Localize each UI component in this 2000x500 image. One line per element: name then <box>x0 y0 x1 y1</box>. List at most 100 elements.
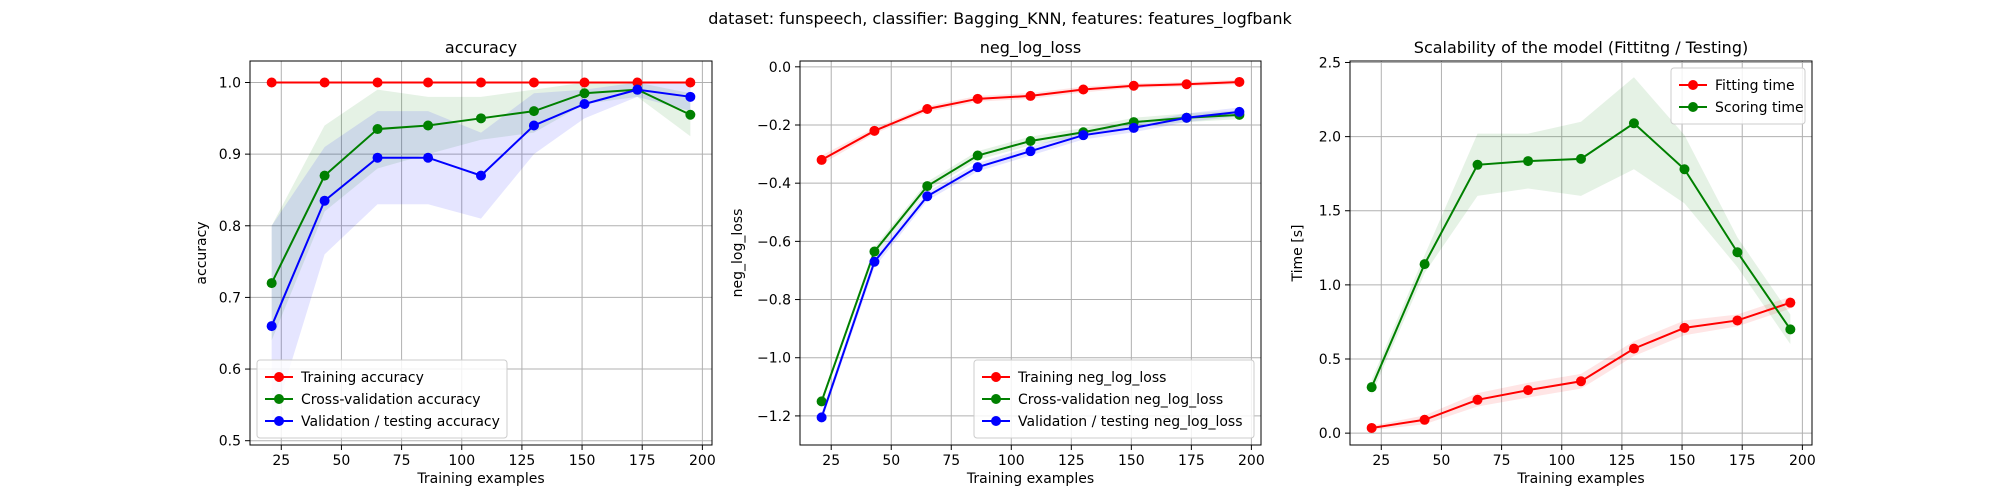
x-tick-label: 50 <box>333 453 351 469</box>
data-point <box>869 125 880 136</box>
data-point <box>972 162 983 173</box>
x-tick-label: 100 <box>1548 453 1575 469</box>
legend-label: Training accuracy <box>300 370 424 386</box>
legend-marker <box>274 416 284 426</box>
data-point <box>1025 90 1036 101</box>
x-tick-label: 75 <box>1493 453 1511 469</box>
data-point <box>372 77 383 88</box>
x-tick-label: 200 <box>1238 453 1265 469</box>
data-point <box>869 246 880 257</box>
axes-frame <box>799 60 1262 446</box>
data-point <box>1419 414 1430 425</box>
legend-box <box>1670 67 1806 125</box>
legend-marker <box>1688 80 1698 90</box>
y-tick-label: 1.0 <box>1319 278 1341 294</box>
chart-panel-3: 25 50 75 100 125 150 175 200 0.0 0.5 1.0 1.5 2.0 2.5 S… <box>1290 38 1816 487</box>
data-point <box>1785 297 1796 308</box>
y-tick-label: −0.6 <box>757 234 791 250</box>
x-tick-label: 50 <box>1433 453 1451 469</box>
data-point <box>1234 106 1245 117</box>
y-tick-label: 2.5 <box>1319 55 1341 71</box>
data-point <box>528 106 539 117</box>
data-point <box>1732 247 1743 258</box>
y-tick-label: 1.0 <box>219 75 241 91</box>
y-tick-label: 0.0 <box>769 60 791 76</box>
data-point <box>1785 324 1796 335</box>
data-point <box>423 77 434 88</box>
data-point <box>579 98 590 109</box>
data-point <box>372 152 383 163</box>
chart-panel-1: 25 50 75 100 125 150 175 200 0.5 0.6 0.7 0.8 0.9 1.0 a… <box>194 38 716 487</box>
x-tick-label: 200 <box>1789 453 1816 469</box>
figure-suptitle: dataset: funspeech, classifier: Bagging_… <box>708 9 1292 29</box>
y-axis-label: accuracy <box>194 221 210 284</box>
y-tick-label: 0.6 <box>219 362 241 378</box>
data-point <box>1628 118 1639 129</box>
data-point <box>869 256 880 267</box>
data-point <box>1576 153 1586 164</box>
data-point <box>1234 76 1245 87</box>
y-tick-label: −0.8 <box>757 293 791 309</box>
data-point <box>1078 84 1089 95</box>
data-point <box>1523 156 1534 167</box>
legend-label: Training neg_log_loss <box>1017 370 1166 386</box>
y-tick-label: 0.5 <box>1319 352 1341 368</box>
data-point <box>1181 112 1192 123</box>
axes-frame <box>249 60 713 446</box>
y-tick-label: −1.0 <box>757 351 791 367</box>
x-tick-label: 150 <box>569 453 596 469</box>
data-point <box>528 120 539 131</box>
y-axis-label: Time [s] <box>1290 225 1306 283</box>
legend-label: Scoring time <box>1715 100 1804 116</box>
data-point <box>423 120 434 131</box>
data-point <box>922 104 933 114</box>
data-point <box>266 321 277 332</box>
y-axis-label: neg_log_loss <box>730 209 746 298</box>
legend: Training neg_log_loss Cross-validation ne… <box>973 359 1255 439</box>
data-point <box>816 412 827 423</box>
legend-marker <box>274 394 284 404</box>
x-tick-label: 75 <box>393 453 411 469</box>
series-band-2 <box>1371 77 1791 395</box>
data-point <box>1366 382 1377 393</box>
y-tick-label: −0.4 <box>757 176 791 192</box>
x-tick-label: 100 <box>448 453 475 469</box>
x-tick-label: 125 <box>1058 453 1085 469</box>
data-point <box>1472 394 1483 405</box>
series-band-2 <box>271 82 691 341</box>
data-point <box>1181 79 1192 90</box>
x-tick-label: 100 <box>998 453 1025 469</box>
data-point <box>1472 159 1483 170</box>
data-point <box>1628 343 1639 354</box>
data-point <box>319 195 330 206</box>
data-point <box>685 109 696 120</box>
x-tick-label: 25 <box>822 453 840 469</box>
data-point <box>1679 164 1690 175</box>
data-point <box>1366 422 1377 433</box>
data-point <box>319 170 330 181</box>
data-point <box>632 77 643 88</box>
x-axis-label: Training examples <box>966 471 1094 487</box>
data-point <box>972 93 983 104</box>
x-tick-label: 25 <box>1372 453 1390 469</box>
legend-box <box>256 359 508 439</box>
data-point <box>685 91 696 102</box>
data-point <box>1576 376 1586 387</box>
data-point <box>685 77 696 88</box>
legend: Training accuracy Cross-validation accura… <box>256 359 508 439</box>
legend-marker <box>991 394 1001 404</box>
y-tick-label: −1.2 <box>757 409 791 425</box>
y-tick-label: 0.5 <box>219 434 241 450</box>
data-point <box>319 77 330 88</box>
legend-marker <box>991 416 1001 426</box>
y-tick-label: −0.2 <box>757 118 791 134</box>
data-point <box>922 191 933 202</box>
data-point <box>423 152 434 163</box>
y-tick-label: 1.5 <box>1319 204 1341 220</box>
y-tick-label: 2.0 <box>1319 130 1341 146</box>
data-point <box>266 278 277 289</box>
data-point <box>476 113 486 124</box>
x-tick-label: 200 <box>689 453 716 469</box>
x-tick-label: 175 <box>629 453 656 469</box>
